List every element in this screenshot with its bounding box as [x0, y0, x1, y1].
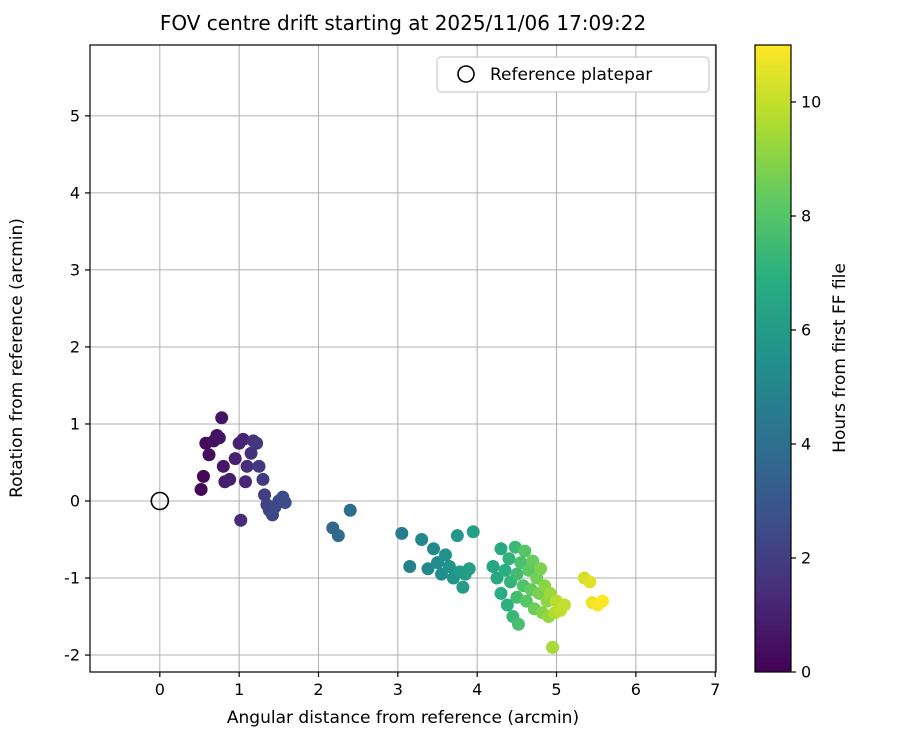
scatter-point — [258, 488, 272, 502]
x-tick-label: 3 — [393, 680, 403, 699]
scatter-point — [240, 459, 254, 473]
scatter-point — [343, 503, 357, 517]
y-tick-label: 0 — [70, 492, 80, 511]
scatter-point — [421, 562, 435, 576]
scatter-point — [534, 562, 548, 576]
scatter-point — [502, 552, 516, 566]
y-tick-label: 5 — [70, 106, 80, 125]
scatter-point — [252, 459, 266, 473]
y-tick-label: -2 — [64, 646, 80, 665]
y-tick-label: 4 — [70, 183, 80, 202]
y-tick-label: 3 — [70, 260, 80, 279]
scatter-point — [462, 562, 476, 576]
scatter-point — [518, 544, 532, 558]
grid-layer — [90, 45, 716, 672]
scatter-point — [583, 575, 597, 589]
y-tick-label: 2 — [70, 337, 80, 356]
chart-title: FOV centre drift starting at 2025/11/06 … — [160, 11, 646, 35]
legend-open-circle-marker — [457, 65, 475, 83]
x-tick-label: 0 — [155, 680, 165, 699]
scatter-point — [403, 559, 417, 573]
scatter-point — [202, 448, 216, 462]
scatter-point — [557, 598, 571, 612]
y-tick-label: 1 — [70, 414, 80, 433]
scatter-point — [510, 567, 524, 581]
scatter-point — [196, 469, 210, 483]
scatter-point — [223, 472, 237, 486]
scatter-point — [456, 580, 470, 594]
legend-box-layer — [436, 56, 710, 93]
colorbar-layer: 0 2 4 6 8 10 — [754, 44, 821, 682]
y-axis-label: Rotation from reference (arcmin) — [7, 218, 27, 498]
scatter-point — [234, 513, 248, 527]
scatter-point — [427, 542, 441, 556]
legend-label: Reference platepar — [490, 65, 652, 85]
scatter-point — [250, 436, 264, 450]
x-tick-label: 2 — [313, 680, 323, 699]
y-tick-label: -1 — [64, 569, 80, 588]
colorbar-tick-label: 6 — [801, 321, 811, 340]
scatter-point — [438, 548, 452, 562]
scatter-point — [494, 542, 508, 556]
x-tick-label: 7 — [710, 680, 720, 699]
scatter-point — [228, 452, 242, 466]
scatter-point — [215, 411, 229, 425]
colorbar-tick-label: 4 — [801, 435, 811, 454]
reference-marker-layer — [150, 491, 170, 511]
scatter-point — [236, 432, 250, 446]
x-tick-label: 5 — [551, 680, 561, 699]
x-tick-label: 6 — [631, 680, 641, 699]
scatter-point — [500, 598, 514, 612]
reference-platepar-marker — [150, 491, 170, 511]
scatter-point — [239, 475, 253, 489]
scatter-point — [256, 472, 270, 486]
colorbar — [754, 44, 792, 673]
scatter-point — [498, 563, 512, 577]
plot-border — [89, 44, 717, 673]
scatter-point — [442, 559, 456, 573]
scatter-point — [596, 594, 610, 608]
colorbar-tick-label: 0 — [801, 663, 811, 682]
scatter-point — [278, 496, 292, 510]
colorbar-tick-label: 8 — [801, 207, 811, 226]
scatter-point — [331, 529, 345, 543]
scatter-point — [194, 482, 208, 496]
scatter-point — [511, 617, 525, 631]
scatter-point — [216, 459, 230, 473]
scatter-point — [466, 525, 480, 539]
x-tick-label: 1 — [234, 680, 244, 699]
scatter-points-layer — [194, 411, 610, 654]
colorbar-tick-label: 10 — [801, 93, 821, 112]
scatter-point — [494, 586, 508, 600]
scatter-point — [486, 559, 500, 573]
colorbar-tick-label: 2 — [801, 549, 811, 568]
axes-layer: 0 1 2 3 4 5 6 7 -2 -1 0 1 2 3 4 5 — [64, 44, 720, 699]
scatter-point — [415, 533, 429, 547]
scatter-point — [244, 446, 258, 460]
legend-box — [436, 56, 710, 93]
scatter-point — [212, 431, 226, 445]
scatter-point — [450, 529, 464, 543]
x-axis-label: Angular distance from reference (arcmin) — [227, 708, 579, 728]
scatter-point — [395, 526, 409, 540]
x-tick-label: 4 — [472, 680, 482, 699]
colorbar-label: Hours from first FF file — [830, 263, 850, 453]
scatter-point — [546, 640, 560, 654]
